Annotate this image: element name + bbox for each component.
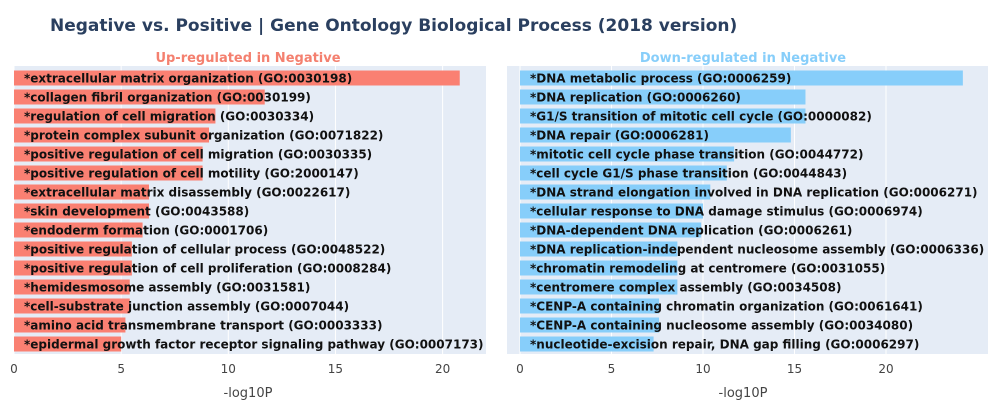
bar	[520, 165, 727, 181]
bar-label: *CENP-A containing nucleosome assembly (…	[530, 319, 913, 333]
bar	[520, 260, 678, 276]
bar	[14, 317, 126, 333]
bar	[14, 165, 203, 181]
bar	[520, 279, 678, 295]
x-tick-label: 15	[328, 362, 343, 376]
bar	[520, 203, 703, 219]
bar-label: *chromatin remodeling at centromere (GO:…	[530, 262, 885, 276]
bar	[14, 70, 460, 86]
x-axis-title: -log10P	[719, 386, 768, 400]
bar-label: *protein complex subunit organization (G…	[24, 129, 383, 143]
bar-label: *positive regulation of cellular process…	[24, 243, 385, 257]
bar	[14, 260, 132, 276]
x-tick-label: 20	[878, 362, 893, 376]
bar-label: *extracellular matrix organization (GO:0…	[24, 72, 352, 86]
subplot-2: Down-regulated in Negative *DNA metabolic…	[507, 51, 988, 400]
bar	[14, 298, 130, 314]
bar-label: *cell cycle G1/S phase transition (GO:00…	[530, 167, 847, 181]
subplot-1: Up-regulated in Negative *extracellular m…	[10, 51, 486, 400]
bar	[14, 184, 150, 200]
bar	[14, 146, 203, 162]
bar-label: *nucleotide-excision repair, DNA gap fil…	[530, 338, 919, 352]
bar-label: *endoderm formation (GO:0001706)	[24, 224, 268, 238]
x-tick-label: 10	[221, 362, 236, 376]
bar	[520, 241, 678, 257]
bar-label: *collagen fibril organization (GO:003019…	[24, 91, 311, 105]
x-tick-label: 0	[10, 362, 18, 376]
bar-label: *DNA repair (GO:0006281)	[530, 129, 709, 143]
bar-label: *cellular response to DNA damage stimulu…	[530, 205, 923, 219]
bar-label: *DNA strand elongation involved in DNA r…	[530, 186, 978, 200]
bar	[520, 89, 806, 105]
bar-label: *positive regulation of cell proliferati…	[24, 262, 391, 276]
bar-label: *DNA replication-independent nucleosome …	[530, 243, 984, 257]
bar	[520, 108, 806, 124]
bar	[14, 336, 122, 352]
x-tick-label: 0	[516, 362, 524, 376]
subplot-title: Up-regulated in Negative	[155, 51, 340, 66]
x-axis-title: -log10P	[224, 386, 273, 400]
bar	[520, 222, 702, 238]
bar	[14, 241, 132, 257]
x-tick-label: 5	[117, 362, 125, 376]
bar	[520, 146, 735, 162]
bar-label: *regulation of cell migration (GO:003033…	[24, 110, 314, 124]
bar	[520, 184, 711, 200]
bar-label: *DNA replication (GO:0006260)	[530, 91, 741, 105]
subplot-title: Down-regulated in Negative	[640, 51, 846, 66]
bar-label: *amino acid transmembrane transport (GO:…	[24, 319, 382, 333]
bar	[14, 127, 210, 143]
bar	[14, 203, 150, 219]
bar	[520, 336, 654, 352]
bar-label: *positive regulation of cell migration (…	[24, 148, 372, 162]
bar-label: *centromere complex assembly (GO:0034508…	[530, 281, 841, 295]
bar	[14, 108, 216, 124]
bar-label: *cell-substrate junction assembly (GO:00…	[24, 300, 349, 314]
bar	[520, 317, 660, 333]
bar	[520, 298, 660, 314]
chart-title: Negative vs. Positive | Gene Ontology Bi…	[50, 16, 737, 36]
x-tick-label: 5	[608, 362, 616, 376]
bar	[520, 70, 963, 86]
x-tick-label: 10	[695, 362, 710, 376]
bar-label: *G1/S transition of mitotic cell cycle (…	[530, 110, 872, 124]
bar-label: *DNA-dependent DNA replication (GO:00062…	[530, 224, 852, 238]
bar-label: *epidermal growth factor receptor signal…	[24, 338, 484, 352]
bar-label: *DNA metabolic process (GO:0006259)	[530, 72, 791, 86]
chart-panels: Up-regulated in Negative *extracellular m…	[10, 51, 988, 400]
x-tick-label: 20	[435, 362, 450, 376]
bar-label: *extracellular matrix disassembly (GO:00…	[24, 186, 350, 200]
x-tick-label: 15	[787, 362, 802, 376]
bar-label: *skin development (GO:0043588)	[24, 205, 249, 219]
bar	[14, 222, 143, 238]
bar	[14, 279, 130, 295]
bar	[520, 127, 791, 143]
bar-label: *CENP-A containing chromatin organizatio…	[530, 300, 923, 314]
bar-label: *hemidesmosome assembly (GO:0031581)	[24, 281, 310, 295]
bar-label: *mitotic cell cycle phase transition (GO…	[530, 148, 863, 162]
bar	[14, 89, 265, 105]
bar-label: *positive regulation of cell motility (G…	[24, 167, 359, 181]
